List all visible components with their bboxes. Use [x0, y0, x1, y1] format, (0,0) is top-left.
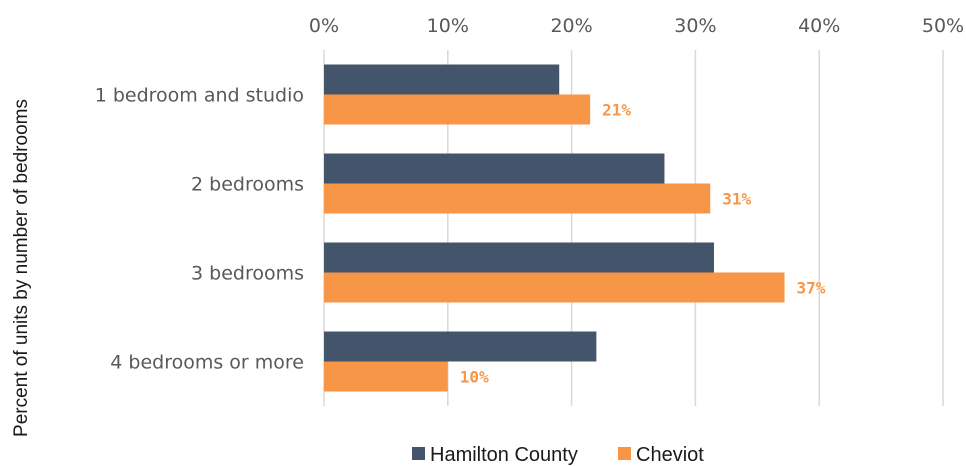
data-label: 21% [602, 101, 631, 120]
bar-cheviot [324, 361, 448, 392]
category-label: 3 bedrooms [191, 263, 304, 285]
x-tick-label: 0% [309, 15, 339, 37]
category-label: 2 bedrooms [191, 174, 304, 196]
y-axis-label: Percent of units by number of bedrooms [11, 99, 32, 437]
category-label: 1 bedroom and studio [95, 85, 304, 107]
bars [324, 64, 785, 392]
x-axis-ticks: 0% 10% 20% 30% 40% 50% [309, 15, 964, 37]
bar-cheviot [324, 272, 785, 303]
x-tick-label: 10% [427, 15, 469, 37]
x-tick-label: 20% [550, 15, 592, 37]
bar-hamilton-county [324, 331, 597, 362]
x-tick-label: 50% [922, 15, 964, 37]
category-label: 4 bedrooms or more [110, 352, 304, 374]
legend-swatch [618, 447, 631, 460]
legend: Hamilton County Cheviot [412, 444, 704, 466]
data-labels: 21% 31% 37% 10% [460, 101, 826, 387]
bar-hamilton-county [324, 242, 714, 273]
data-label: 31% [722, 190, 751, 209]
data-label: 37% [797, 279, 826, 298]
bar-hamilton-county [324, 153, 665, 184]
legend-swatch [412, 447, 425, 460]
bar-cheviot [324, 94, 591, 125]
category-labels: 1 bedroom and studio 2 bedrooms 3 bedrooms… [95, 85, 304, 374]
bar-hamilton-county [324, 64, 560, 95]
x-tick-label: 30% [674, 15, 716, 37]
legend-entry: Hamilton County [430, 444, 578, 466]
x-tick-label: 40% [798, 15, 840, 37]
legend-entry: Cheviot [636, 444, 704, 466]
bar-cheviot [324, 183, 711, 214]
data-label: 10% [460, 368, 489, 387]
